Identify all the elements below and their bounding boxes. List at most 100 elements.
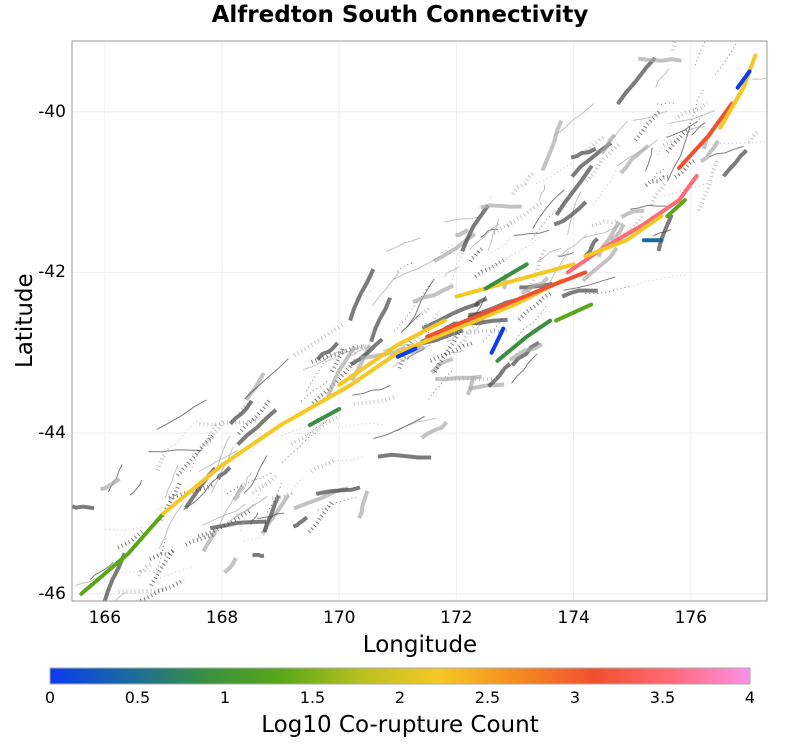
fault-trace: [685, 113, 703, 136]
fault-trace: [656, 181, 713, 199]
fault-trace: [167, 417, 202, 450]
y-tick-label: -46: [38, 583, 66, 604]
fault-trace: [561, 288, 598, 299]
fault-trace: [609, 223, 626, 243]
fault-trace: [487, 362, 512, 388]
fault-trace: [444, 216, 479, 223]
fault-trace: [306, 351, 331, 392]
fault-trace: [581, 246, 619, 283]
fault-trace: [563, 276, 616, 291]
fault-trace: [620, 208, 645, 219]
fault-trace: [309, 457, 338, 473]
fault-trace: [591, 219, 620, 228]
fault-trace: [373, 416, 425, 439]
fault-trace: [460, 204, 490, 253]
fault-trace: [633, 274, 686, 286]
fault-trace: [302, 349, 346, 371]
fault-trace: [520, 276, 550, 295]
rupture-segments: [79, 53, 758, 596]
fault-trace: [708, 145, 744, 158]
fault-trace: [585, 285, 632, 295]
fault-trace: [117, 530, 144, 550]
fault-trace: [645, 147, 653, 172]
fault-trace: [243, 455, 268, 494]
colorbar-tick-label: 2.5: [474, 688, 501, 707]
fault-trace: [414, 304, 432, 321]
rupture-segment: [718, 53, 758, 130]
fault-trace: [570, 146, 597, 160]
fault-trace: [429, 340, 475, 363]
rupture-segment: [161, 278, 564, 516]
fault-trace: [205, 419, 225, 446]
fault-trace: [599, 133, 617, 155]
grid-lines: [72, 41, 767, 601]
rupture-segment: [665, 198, 687, 219]
fault-trace: [369, 296, 392, 343]
fault-trace: [105, 527, 149, 531]
fault-trace: [357, 490, 370, 519]
fault-trace: [513, 229, 550, 236]
fault-trace: [175, 432, 217, 477]
fault-trace: [190, 422, 217, 472]
fault-trace: [349, 343, 367, 355]
fault-trace: [215, 435, 231, 472]
fault-trace: [649, 181, 668, 206]
colorbar-label: Log10 Co-rupture Count: [261, 712, 539, 738]
fault-trace: [164, 465, 179, 499]
fault-trace: [535, 162, 573, 185]
fault-trace: [240, 481, 267, 531]
fault-trace: [554, 164, 594, 216]
rupture-segment: [483, 262, 529, 291]
rupture-segment: [337, 318, 447, 387]
fault-trace: [540, 119, 564, 172]
fault-trace: [137, 563, 152, 577]
fault-trace: [219, 482, 244, 526]
x-tick-label: 172: [440, 608, 473, 628]
fault-trace: [224, 504, 256, 526]
fault-trace: [553, 200, 588, 227]
fault-trace: [468, 382, 505, 391]
colorbar-tick-label: 2: [394, 688, 406, 707]
fault-trace: [158, 504, 183, 549]
fault-trace: [638, 56, 682, 63]
fault-trace: [114, 591, 127, 601]
fault-trace: [156, 399, 207, 430]
fault-trace: [395, 417, 437, 432]
fault-trace: [293, 321, 346, 357]
fault-trace: [455, 227, 470, 238]
rupture-segment: [395, 346, 418, 359]
fault-trace: [209, 519, 267, 531]
fault-trace: [490, 236, 540, 269]
y-axis-label: Latitude: [12, 273, 38, 368]
fault-trace: [348, 346, 370, 357]
fault-trace: [656, 213, 674, 252]
x-tick-label: 170: [322, 608, 356, 628]
fault-trace: [428, 370, 453, 400]
rupture-segment: [565, 173, 699, 275]
fault-trace: [487, 218, 500, 251]
rupture-segment: [554, 302, 594, 323]
fault-trace: [553, 103, 595, 137]
fault-trace: [531, 199, 568, 240]
fault-trace: [252, 553, 265, 559]
fault-trace: [353, 394, 396, 406]
fault-trace: [644, 175, 669, 187]
fault-trace: [508, 342, 544, 362]
fault-trace: [582, 134, 607, 155]
fault-trace: [441, 252, 480, 255]
fault-trace: [393, 344, 432, 367]
fault-trace: [243, 534, 271, 542]
fault-trace: [290, 415, 339, 446]
fault-trace: [262, 494, 281, 533]
fault-trace: [245, 471, 252, 488]
fault-trace: [168, 482, 216, 500]
fault-trace: [490, 234, 516, 254]
plot-frame: [71, 40, 768, 602]
fault-trace: [134, 578, 185, 601]
fault-trace: [633, 110, 661, 142]
colorbar-tick-label: 3.5: [649, 688, 676, 707]
fault-trace: [752, 77, 767, 80]
fault-trace: [451, 349, 465, 354]
fault-trace: [420, 420, 449, 440]
fault-trace: [511, 353, 538, 384]
